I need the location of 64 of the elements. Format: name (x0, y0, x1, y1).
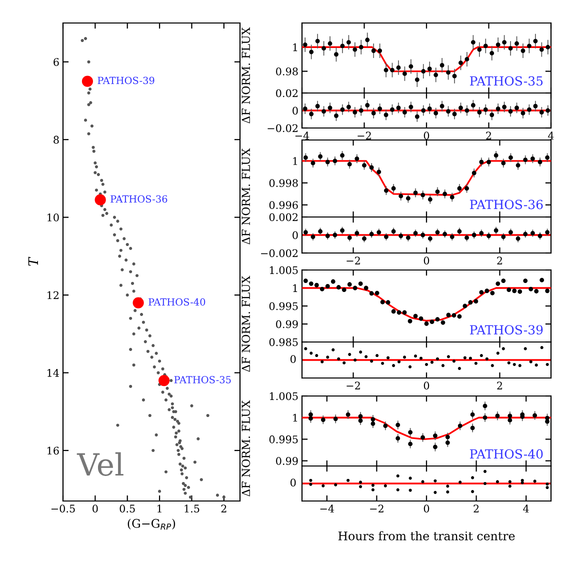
x-tick-label: 2 (221, 504, 226, 512)
annotation: PATHOS-35 (470, 76, 543, 86)
x-tick-label: 4 (523, 504, 529, 512)
y-tick-label: 1.005 (270, 392, 298, 400)
x-tick-label: 0 (424, 256, 430, 265)
y-tick-label: 0.996 (269, 201, 298, 210)
y-tick-label: 0.98 (276, 68, 298, 76)
y-axis-title: ΔF NORM. FLUX (242, 148, 250, 244)
y-tick-label: 1 (293, 43, 298, 52)
x-tick-label: 2 (497, 256, 502, 264)
x-axis-title: (G−G$_{RP}$) (128, 518, 176, 530)
y-tick-label: 0.99 (276, 320, 298, 328)
x-tick-label: −2 (346, 256, 360, 264)
x-tick-label: 0 (424, 132, 430, 140)
y-tick-label: 6 (54, 58, 59, 66)
y-tick-label: 1.005 (270, 266, 298, 274)
y-tick-label: −0.02 (268, 124, 298, 132)
y-tick-label: 0.99 (276, 457, 298, 465)
y-tick-label: −0.002 (261, 249, 298, 258)
y-tick-label: 0.002 (269, 213, 298, 222)
x-axis-title: Hours from the transit centre (338, 531, 515, 540)
x-tick-label: 0.5 (120, 504, 135, 513)
y-tick-label: 12 (48, 291, 59, 299)
y-tick-label: 0 (292, 106, 298, 115)
x-tick-label: −4 (320, 504, 334, 512)
y-axis-title: ΔF NORM. FLUX (242, 276, 250, 372)
x-tick-label: 0 (424, 382, 430, 390)
x-tick-label: −2 (370, 504, 384, 512)
x-tick-label: −2 (358, 132, 371, 140)
y-tick-label: 0.995 (269, 435, 298, 444)
y-tick-label: 8 (54, 136, 59, 144)
x-tick-label: 2 (486, 132, 492, 140)
y-tick-label: 1 (293, 157, 298, 165)
annotation: PATHOS-39 (470, 325, 543, 335)
x-tick-label: 2 (474, 504, 479, 512)
y-tick-label: 16 (48, 446, 59, 455)
annotation: PATHOS-40 (148, 298, 206, 306)
x-tick-label: 0 (424, 504, 430, 513)
x-tick-label: 1 (158, 504, 162, 512)
x-tick-label: −2 (346, 382, 360, 390)
x-tick-label: 0 (92, 504, 98, 513)
y-tick-label: 1 (293, 284, 298, 292)
annotation: PATHOS-36 (110, 195, 168, 203)
annotation: PATHOS-39 (98, 76, 154, 84)
y-tick-label: 1 (293, 414, 298, 422)
y-tick-label: 14 (48, 368, 60, 377)
y-tick-label: 0.02 (276, 89, 298, 98)
x-tick-label: 2 (497, 382, 502, 390)
annotation: PATHOS-35 (174, 376, 231, 384)
y-tick-label: 0.998 (269, 179, 298, 188)
x-tick-label: −4 (295, 132, 310, 140)
x-tick-label: 4 (548, 132, 554, 140)
annotation: PATHOS-40 (470, 449, 543, 459)
y-axis-title: ΔF NORM. FLUX (242, 400, 250, 496)
x-tick-label: −0.5 (51, 504, 75, 513)
x-tick-label: 1.5 (184, 504, 200, 513)
text: Vel (76, 452, 124, 476)
y-axis-title: ΔF NORM. FLUX (242, 27, 250, 124)
y-tick-label: 10 (48, 214, 59, 222)
y-axis-title: T (28, 256, 38, 266)
y-tick-label: 0.985 (269, 338, 298, 346)
y-tick-label: 0.995 (269, 302, 298, 310)
y-tick-label: 0 (292, 231, 298, 240)
annotation: PATHOS-36 (470, 200, 543, 210)
